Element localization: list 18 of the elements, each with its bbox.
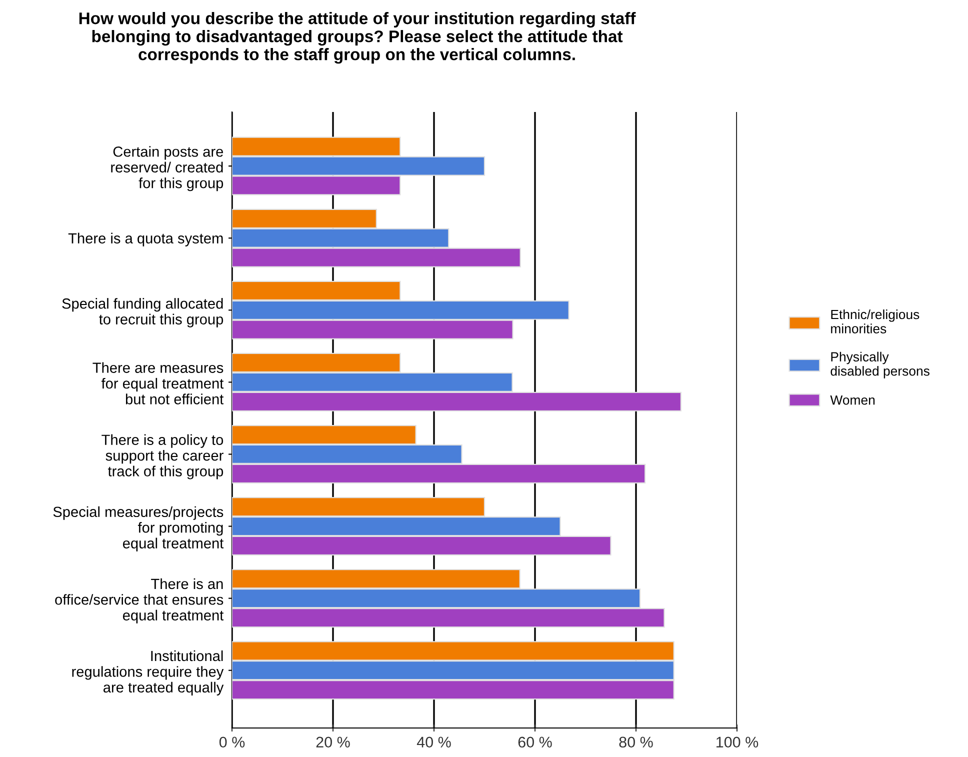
y-tick-label: Institutional regulations require they are treated equally [72, 650, 224, 696]
legend-label: Women [830, 396, 875, 405]
x-tick-label: 40 % [416, 736, 451, 748]
x-tick-label: 80 % [619, 736, 653, 748]
x-tick-label: 20 % [316, 736, 350, 748]
legend-label: Ethnic/religious minorities [831, 309, 920, 334]
x-tick-label: 60 % [518, 736, 552, 748]
y-tick-label: Certain posts are reserved/ created for this group [111, 146, 224, 192]
y-tick-label: There are measures for equal treatment but not efficient [92, 362, 224, 404]
x-tick-label: 100 % [716, 736, 758, 748]
x-tick-label: 0 % [219, 736, 245, 748]
y-tick-label: There is a quota system [68, 232, 223, 246]
y-tick-label: There is a policy to support the career track of this group [102, 434, 224, 480]
y-tick-label: There is an office/service that ensures equal treatment [55, 578, 224, 624]
legend-label: Physically disabled persons [830, 352, 930, 378]
y-tick-label: Special measures/projects for promoting equal treatment [53, 506, 224, 552]
y-tick-label: Special funding allocated to recruit this group [62, 298, 224, 328]
chart-title: How would you describe the attitude of your institution regarding staff belonging to disadvantaged groups? Please select the attitude that corresponds to the staff group on the vertical columns. [79, 12, 636, 64]
